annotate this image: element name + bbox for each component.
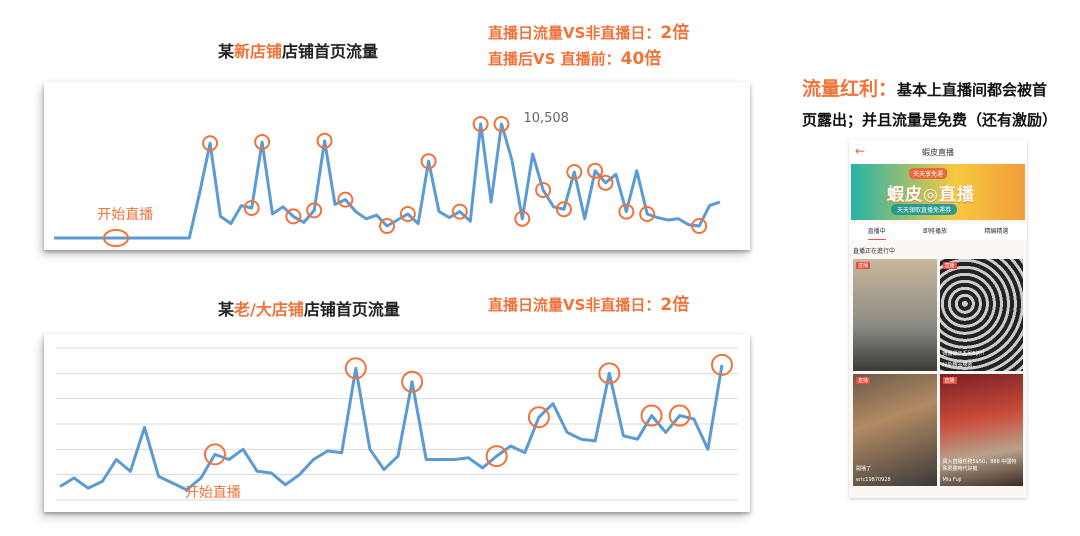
- bottom-chart-panel: 开始直播: [44, 334, 750, 512]
- live-card[interactable]: 直播 買入直播任務5$50，888 中國特殊限量時代好機 Miu Fuji: [939, 374, 1023, 486]
- bottom-title-highlight: 老/大店铺: [234, 300, 304, 319]
- peak-marker: [618, 203, 635, 220]
- traffic-bonus-line1: 基本上直播间都会被首: [897, 81, 1048, 99]
- top-stat1-value: 2倍: [660, 23, 690, 43]
- tab-featured[interactable]: 精編精選: [984, 228, 1009, 235]
- peak-marker: [243, 200, 260, 216]
- event-label: 开始直播: [97, 206, 153, 223]
- peak-marker: [379, 218, 395, 234]
- top-chart-panel: 10,508 开始直播: [44, 82, 750, 250]
- peak-marker: [493, 116, 510, 132]
- peak-marker: [344, 357, 367, 380]
- live-badge: 直播: [942, 377, 957, 384]
- peak-marker: [203, 443, 226, 466]
- card-caption: 開播了: [856, 466, 872, 472]
- top-title-suffix: 店铺首页流量: [282, 42, 379, 61]
- traffic-bonus-line2: 页露出；并且流量是免费（还有激励）: [802, 111, 1058, 129]
- series-line: [54, 122, 721, 240]
- peak-marker: [711, 353, 733, 376]
- top-title-prefix: 某: [218, 42, 235, 61]
- phone-header: ← 蝦皮直播: [849, 140, 1027, 164]
- start-marker: [103, 229, 129, 247]
- top-stat2-value: 40倍: [620, 49, 662, 69]
- traffic-bonus-key: 流量红利：: [802, 78, 898, 100]
- peak-marker: [337, 191, 354, 208]
- peak-marker: [451, 203, 468, 220]
- peak-marker: [420, 153, 437, 170]
- peak-marker: [472, 116, 489, 132]
- phone-tabs: 直播中 即將播放 精編精選: [849, 224, 1027, 240]
- banner-main: 蝦皮◎直播: [887, 185, 975, 205]
- series-line: [59, 364, 724, 492]
- card-caption: 傳播週年系列5折!!: [942, 351, 985, 357]
- peak-marker: [316, 132, 333, 149]
- peak-marker: [668, 404, 691, 427]
- live-card[interactable]: 直播 傳播週年系列5折!! 川外精品服裝: [939, 259, 1023, 371]
- top-title-highlight: 新店铺: [234, 42, 283, 61]
- back-arrow-icon[interactable]: ←: [855, 144, 866, 158]
- peak-marker: [598, 362, 621, 385]
- peak-marker: [587, 162, 604, 179]
- top-stat1-label: 直播日流量VS非直播日：: [488, 24, 661, 42]
- promo-banner[interactable]: 天天享免運 蝦皮◎直播 天天領取直播免運券: [851, 164, 1025, 220]
- peak-marker: [566, 164, 583, 180]
- banner-tag: 天天享免運: [909, 168, 948, 179]
- bottom-chart-title: 某老/大店铺店铺首页流量: [218, 296, 400, 320]
- top-chart: 10,508 开始直播: [54, 111, 721, 247]
- bottom-stat1-value: 2倍: [660, 295, 690, 315]
- event-label: 开始直播: [185, 484, 241, 501]
- tab-live[interactable]: 直播中: [867, 224, 886, 240]
- peak-marker: [535, 182, 552, 198]
- live-card[interactable]: 直播 開播了 eric19870928: [853, 374, 937, 486]
- banner-sub: 天天領取直播免運券: [891, 204, 958, 215]
- peak-marker: [285, 208, 302, 225]
- live-grid: 直播 直播 傳播週年系列5折!! 川外精品服裝 直播 開播了 eric19870…: [849, 259, 1027, 486]
- bottom-stats: 直播日流量VS非直播日：2倍: [488, 292, 689, 318]
- peak-marker: [254, 134, 271, 150]
- peak-marker: [485, 445, 508, 468]
- peak-marker: [640, 404, 663, 427]
- peak-marker: [514, 210, 531, 227]
- live-badge: 直播: [856, 377, 871, 384]
- phone-screenshot: ← 蝦皮直播 天天享免運 蝦皮◎直播 天天領取直播免運券 直播中 即將播放 精編…: [849, 140, 1027, 498]
- top-stats: 直播日流量VS非直播日：2倍 直播后VS 直播前：40倍: [488, 20, 689, 72]
- card-caption: 買入直播任務5$50，888 中國特殊限量時代好機: [942, 459, 1017, 472]
- phone-title: 蝦皮直播: [922, 148, 954, 157]
- card-user: Miu Fuji: [942, 477, 962, 483]
- peak-marker: [555, 201, 572, 218]
- peak-marker: [306, 202, 323, 219]
- peak-marker: [202, 135, 219, 152]
- peak-marker: [597, 174, 614, 191]
- live-section-label: 直播正在進行中: [853, 248, 896, 255]
- peak-annotation: 10,508: [523, 111, 569, 126]
- peak-marker: [401, 370, 424, 393]
- bottom-chart: 开始直播: [56, 347, 738, 501]
- card-user: 川外精品服裝: [942, 362, 973, 368]
- bottom-stat1-label: 直播日流量VS非直播日：: [488, 296, 661, 314]
- peak-marker: [639, 206, 656, 222]
- top-stat2-label: 直播后VS 直播前：: [488, 50, 621, 68]
- peak-marker: [691, 218, 708, 234]
- tab-upcoming[interactable]: 即將播放: [922, 228, 947, 235]
- live-badge: 直播: [856, 262, 871, 269]
- card-user: eric19870928: [856, 477, 891, 483]
- bottom-title-prefix: 某: [218, 300, 235, 319]
- peak-marker: [527, 406, 550, 429]
- live-badge: 直播: [942, 262, 957, 269]
- traffic-bonus: 流量红利：基本上直播间都会被首 页露出；并且流量是免费（还有激励）: [802, 74, 1074, 135]
- live-card[interactable]: 直播: [853, 259, 937, 371]
- peak-marker: [399, 206, 416, 222]
- bottom-title-suffix: 店铺首页流量: [303, 300, 400, 319]
- top-chart-title: 某新店铺店铺首页流量: [218, 38, 378, 62]
